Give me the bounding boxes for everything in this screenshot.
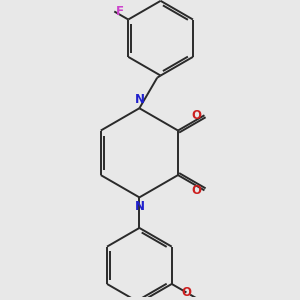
Text: F: F [116,5,124,18]
Text: O: O [182,286,191,299]
Text: O: O [191,109,201,122]
Text: O: O [191,184,201,197]
Text: N: N [134,200,144,213]
Text: N: N [134,93,144,106]
